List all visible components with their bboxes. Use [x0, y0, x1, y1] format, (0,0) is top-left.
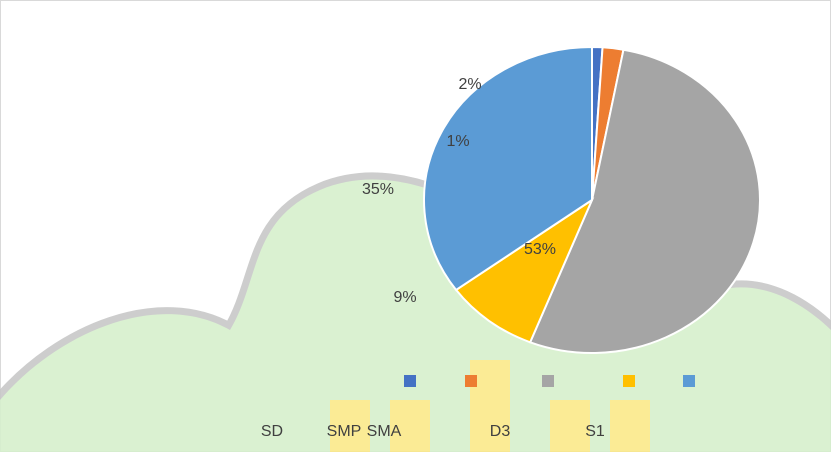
data-label: 1% [446, 133, 469, 150]
chart: 1% 2% 53% 9% 35% SD SMP SMA D3 S1 [0, 0, 831, 452]
legend-swatch [683, 375, 695, 387]
legend-swatch [623, 375, 635, 387]
legend-swatch [404, 375, 416, 387]
data-label: 53% [524, 241, 556, 258]
legend-swatch [465, 375, 477, 387]
legend-label: SMA [367, 423, 402, 440]
legend-swatch [542, 375, 554, 387]
legend-label: SMP [327, 423, 362, 440]
data-label: 35% [362, 181, 394, 198]
legend-label: SD [261, 423, 283, 440]
data-label: 2% [458, 76, 481, 93]
legend-label: D3 [490, 423, 511, 440]
legend-label: S1 [585, 423, 605, 440]
data-label: 9% [393, 289, 416, 306]
